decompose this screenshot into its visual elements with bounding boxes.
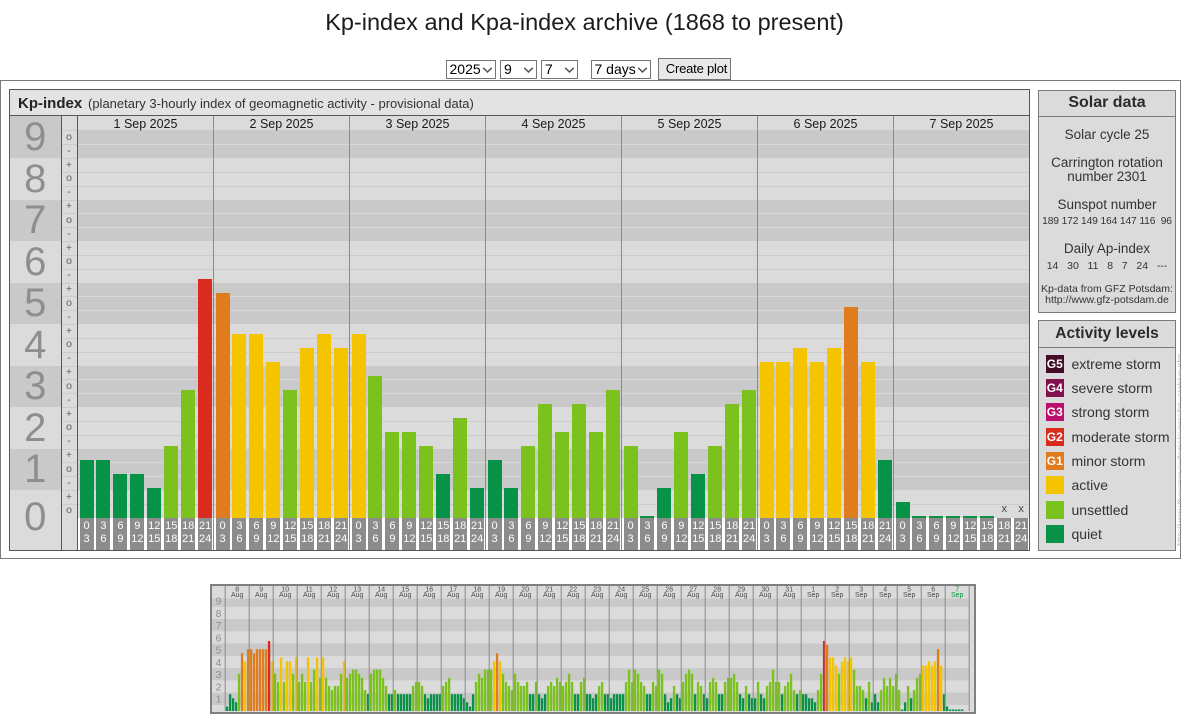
svg-text:8: 8 (235, 586, 239, 593)
svg-text:21: 21 (545, 586, 553, 593)
svg-text:5: 5 (907, 586, 911, 593)
svg-text:Aug: Aug (519, 592, 532, 599)
svg-text:Aug: Aug (351, 592, 364, 599)
svg-text:Aug: Aug (567, 592, 580, 599)
svg-text:9: 9 (259, 586, 263, 593)
svg-text:8: 8 (216, 608, 222, 620)
svg-text:Sep: Sep (951, 592, 964, 599)
svg-text:Aug: Aug (783, 592, 796, 599)
svg-text:Aug: Aug (663, 592, 676, 599)
svg-text:Aug: Aug (615, 592, 628, 599)
svg-text:6: 6 (931, 586, 935, 593)
svg-text:Aug: Aug (687, 592, 700, 599)
svg-text:Aug: Aug (279, 592, 292, 599)
svg-text:22: 22 (569, 586, 577, 593)
svg-text:Aug: Aug (543, 592, 556, 599)
svg-text:3: 3 (859, 586, 863, 593)
svg-text:Aug: Aug (447, 592, 460, 599)
svg-text:9: 9 (216, 596, 222, 608)
svg-text:24: 24 (617, 586, 625, 593)
svg-text:Sep: Sep (807, 592, 820, 599)
svg-text:Aug: Aug (735, 592, 748, 599)
svg-text:31: 31 (785, 586, 793, 593)
svg-text:15: 15 (401, 586, 409, 593)
svg-text:Aug: Aug (399, 592, 412, 599)
svg-text:10: 10 (281, 586, 289, 593)
svg-text:7: 7 (955, 586, 959, 593)
svg-text:2: 2 (216, 682, 222, 694)
svg-text:Sep: Sep (927, 592, 940, 599)
svg-text:Aug: Aug (423, 592, 436, 599)
svg-text:18: 18 (473, 586, 481, 593)
svg-text:Sep: Sep (879, 592, 892, 599)
svg-text:14: 14 (377, 586, 385, 593)
svg-text:26: 26 (665, 586, 673, 593)
svg-text:11: 11 (306, 586, 313, 593)
svg-text:12: 12 (329, 586, 337, 593)
svg-text:Aug: Aug (759, 592, 772, 599)
svg-text:5: 5 (216, 645, 222, 657)
svg-text:27: 27 (689, 586, 697, 593)
svg-text:4: 4 (883, 586, 887, 593)
svg-text:Aug: Aug (471, 592, 484, 599)
svg-text:Aug: Aug (495, 592, 508, 599)
svg-text:1: 1 (811, 586, 815, 593)
svg-text:Aug: Aug (711, 592, 724, 599)
svg-text:4: 4 (216, 657, 222, 669)
svg-text:Aug: Aug (231, 592, 244, 599)
svg-text:28: 28 (713, 586, 721, 593)
svg-text:7: 7 (216, 620, 222, 632)
svg-text:2: 2 (835, 586, 839, 593)
svg-text:20: 20 (521, 586, 529, 593)
svg-text:Aug: Aug (591, 592, 604, 599)
svg-text:Aug: Aug (255, 592, 268, 599)
svg-text:17: 17 (449, 586, 457, 593)
svg-text:Aug: Aug (639, 592, 652, 599)
svg-text:30: 30 (761, 586, 769, 593)
svg-text:16: 16 (425, 586, 433, 593)
svg-text:Aug: Aug (327, 592, 340, 599)
svg-text:Aug: Aug (375, 592, 388, 599)
svg-text:Aug: Aug (303, 592, 316, 599)
svg-text:Sep: Sep (903, 592, 916, 599)
svg-text:29: 29 (737, 586, 745, 593)
svg-text:6: 6 (216, 632, 222, 644)
svg-text:Sep: Sep (831, 592, 844, 599)
svg-text:3: 3 (216, 669, 222, 681)
svg-text:Sep: Sep (855, 592, 868, 599)
svg-text:13: 13 (353, 586, 361, 593)
svg-text:25: 25 (641, 586, 649, 593)
svg-text:23: 23 (593, 586, 601, 593)
svg-text:1: 1 (216, 694, 222, 706)
svg-text:19: 19 (497, 586, 505, 593)
